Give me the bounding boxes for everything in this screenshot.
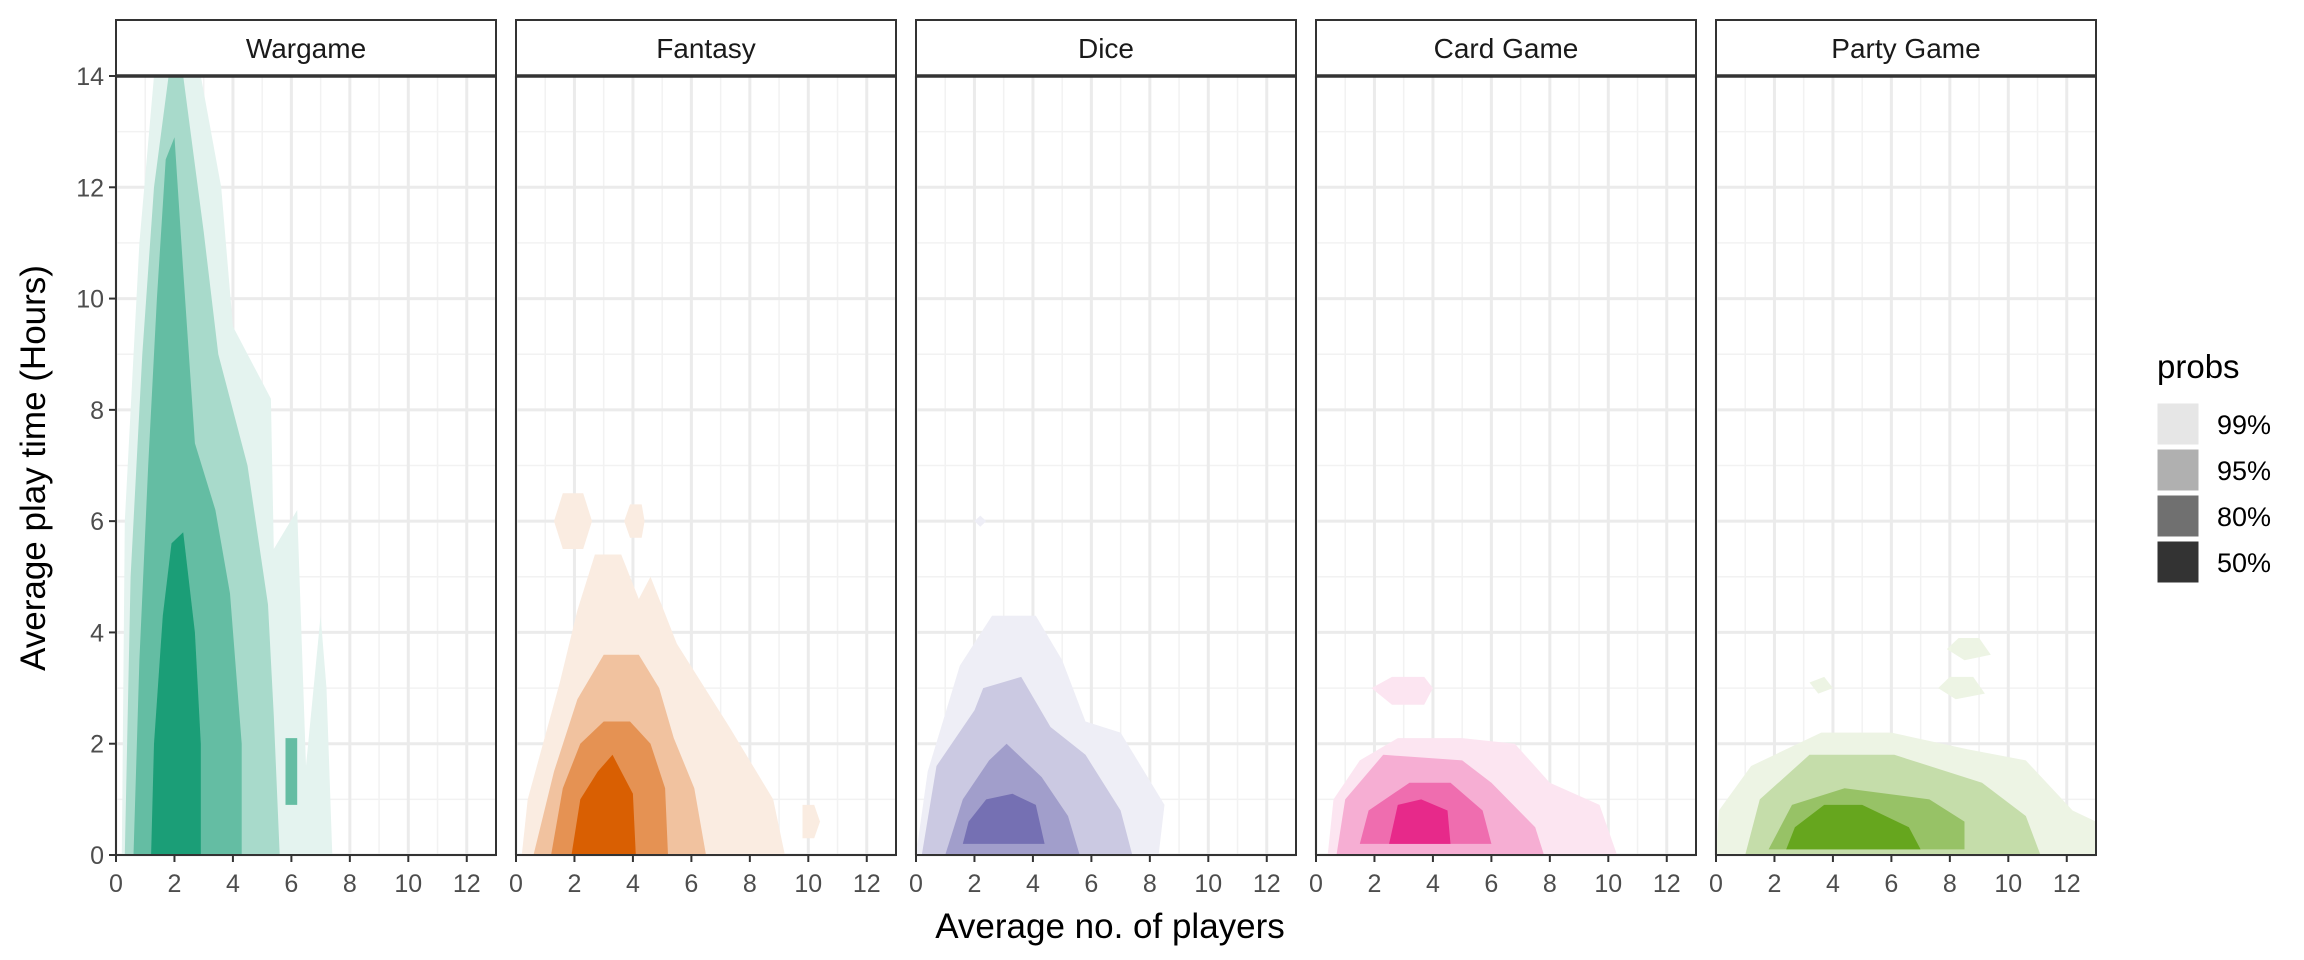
x-tick-label: 6 (1884, 870, 1898, 898)
x-axis-title: Average no. of players (935, 907, 1285, 946)
x-tick-label: 4 (1826, 870, 1840, 898)
density-regions (1327, 676, 1618, 855)
x-tick-label: 10 (1594, 870, 1622, 898)
facet-strip-label: Card Game (1434, 33, 1579, 64)
y-tick-label: 0 (90, 842, 104, 870)
x-tick-label: 12 (2053, 870, 2081, 898)
facet-strip-label: Wargame (246, 33, 366, 64)
density-region-99pct (1809, 676, 1833, 694)
x-tick-label: 0 (1709, 870, 1723, 898)
density-regions (916, 515, 1165, 855)
x-tick-label: 0 (909, 870, 923, 898)
x-tick-label: 6 (684, 870, 698, 898)
y-axis-title: Average play time (Hours) (14, 265, 53, 671)
density-region-50pct (1389, 799, 1451, 844)
legend-key (2156, 540, 2200, 584)
density-region-50pct (962, 793, 1045, 844)
x-tick-label: 2 (168, 870, 182, 898)
y-tick-label: 4 (90, 619, 104, 647)
facet-strip-label: Dice (1078, 33, 1134, 64)
x-tick-label: 12 (453, 870, 481, 898)
density-region-99pct (1946, 638, 1991, 661)
density-regions (521, 493, 820, 855)
y-tick-label: 2 (90, 731, 104, 759)
density-region-99pct (1371, 676, 1433, 705)
density-region-99pct (974, 515, 987, 527)
density-region-50pct (151, 532, 201, 855)
legend-label: 95% (2217, 456, 2271, 486)
density-regions (121, 76, 333, 855)
x-tick-label: 12 (1653, 870, 1681, 898)
x-tick-label: 12 (853, 870, 881, 898)
density-region-50pct (571, 754, 636, 855)
x-tick-label: 8 (743, 870, 757, 898)
facet-panel: Wargame 0 2 4 6 8 10 12 (109, 19, 497, 898)
facet-panel: Fantasy 0 2 4 6 8 10 12 (509, 19, 897, 898)
facet-strip (515, 19, 897, 77)
x-tick-label: 0 (509, 870, 523, 898)
density-region-50pct (1786, 804, 1921, 850)
x-tick-label: 8 (1543, 870, 1557, 898)
density-region-99pct (624, 504, 645, 538)
facet-panel: Card Game 0 2 4 6 8 10 12 (1309, 19, 1697, 898)
x-tick-label: 10 (1194, 870, 1222, 898)
x-tick-label: 2 (1768, 870, 1782, 898)
facet-panel: Dice 0 2 4 6 8 10 12 (909, 19, 1297, 898)
legend-title: probs (2157, 348, 2240, 385)
x-tick-label: 2 (568, 870, 582, 898)
x-tick-label: 4 (626, 870, 640, 898)
x-tick-label: 2 (968, 870, 982, 898)
x-tick-label: 2 (1368, 870, 1382, 898)
facet-strip-label: Fantasy (656, 33, 756, 64)
x-tick-label: 0 (109, 870, 123, 898)
facet-panels: Wargame 0 2 4 6 8 10 12 Fantasy 0 2 4 6 8 10 12 Dice 0 2 4 6… (76, 19, 2097, 898)
density-region-99pct (1938, 676, 1985, 700)
y-tick-label: 14 (76, 63, 104, 91)
x-tick-label: 8 (1943, 870, 1957, 898)
x-tick-label: 4 (1026, 870, 1040, 898)
density-region-80pct (285, 738, 298, 805)
facet-strip (915, 19, 1297, 77)
y-axis: 0 2 4 6 8 10 12 14 (76, 63, 116, 870)
x-tick-label: 6 (284, 870, 298, 898)
x-tick-label: 10 (394, 870, 422, 898)
density-regions (1716, 638, 2096, 855)
legend-label: 50% (2217, 548, 2271, 578)
x-tick-label: 4 (226, 870, 240, 898)
y-tick-label: 8 (90, 397, 104, 425)
facet-strip (115, 19, 497, 77)
x-tick-label: 6 (1084, 870, 1098, 898)
x-tick-label: 8 (343, 870, 357, 898)
x-tick-label: 10 (1994, 870, 2022, 898)
y-tick-label: 10 (76, 286, 104, 314)
x-tick-label: 8 (1143, 870, 1157, 898)
y-tick-label: 6 (90, 508, 104, 536)
legend-key (2156, 402, 2200, 446)
legend: probs 99% 95% 80% 50% (2156, 348, 2271, 584)
legend-label: 99% (2217, 410, 2271, 440)
x-tick-label: 6 (1484, 870, 1498, 898)
density-region-99pct (554, 493, 592, 549)
legend-key (2156, 448, 2200, 492)
x-tick-label: 10 (794, 870, 822, 898)
x-tick-label: 4 (1426, 870, 1440, 898)
legend-key (2156, 494, 2200, 538)
facet-strip (1715, 19, 2097, 77)
density-region-99pct (802, 804, 820, 839)
y-tick-label: 12 (76, 174, 104, 202)
facet-panel: Party Game 0 2 4 6 8 10 12 (1709, 19, 2097, 898)
legend-label: 80% (2217, 502, 2271, 532)
facet-strip-label: Party Game (1831, 33, 1980, 64)
x-tick-label: 12 (1253, 870, 1281, 898)
x-tick-label: 0 (1309, 870, 1323, 898)
